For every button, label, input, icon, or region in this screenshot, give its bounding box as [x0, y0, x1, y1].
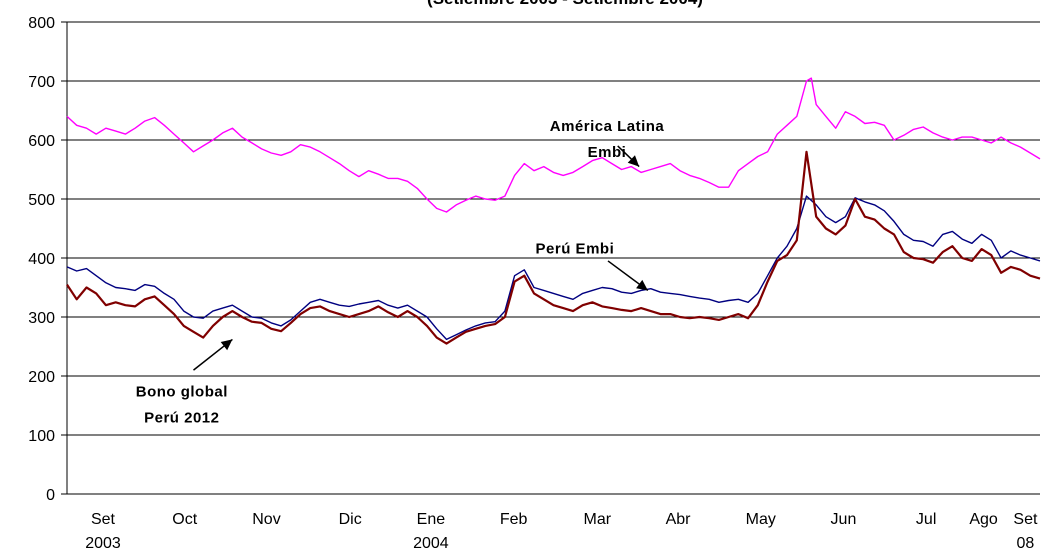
chart-title: (Setiembre 2003 - Setiembre 2004) [427, 0, 703, 8]
x-tick-sublabel-0: 2003 [85, 535, 121, 549]
series-line-0 [66, 77, 1041, 213]
annotation-label-0-0: América Latina [550, 118, 665, 135]
annotation-label-0-1: Embi [588, 144, 627, 161]
y-tick-label-5: 500 [28, 192, 55, 209]
x-tick-label-3: Dic [339, 511, 362, 528]
x-tick-sublabel-4: 2004 [413, 535, 449, 549]
y-tick-label-0: 0 [46, 487, 55, 504]
x-tick-label-9: Jun [831, 511, 857, 528]
series-line-1 [66, 195, 1041, 341]
annotation-arrowhead-2 [220, 339, 233, 351]
annotation-label-2-1: Perú 2012 [144, 410, 219, 427]
y-tick-label-4: 400 [28, 251, 55, 268]
x-tick-label-8: May [746, 511, 776, 528]
x-tick-label-6: Mar [584, 511, 612, 528]
annotation-label-1-0: Perú Embi [536, 240, 615, 257]
x-tick-label-5: Feb [500, 511, 528, 528]
x-tick-sublabel-12: 08 [1017, 535, 1035, 549]
x-tick-label-10: Jul [916, 511, 936, 528]
y-tick-label-7: 700 [28, 74, 55, 91]
x-tick-label-1: Oct [172, 511, 197, 528]
y-tick-label-1: 100 [28, 428, 55, 445]
y-tick-label-6: 600 [28, 133, 55, 150]
annotation-label-2-0: Bono global [136, 384, 228, 401]
series-lines [66, 77, 1041, 345]
x-tick-label-2: Nov [252, 511, 280, 528]
gridlines [67, 21, 1040, 436]
annotation-arrowhead-1 [636, 279, 648, 291]
x-tick-label-4: Ene [417, 511, 446, 528]
y-tick-label-8: 800 [28, 15, 55, 32]
series-line-2 [66, 150, 1041, 345]
x-tick-label-12: Set [1013, 511, 1038, 528]
annotations: América Latina Embi Perú Embi Bono global Pe… [136, 118, 665, 427]
x-tick-label-7: Abr [666, 511, 692, 528]
annotation-arrowhead-0 [627, 155, 640, 167]
axes [66, 22, 1040, 495]
x-axis-tick-labels: Set 2003 Oct Nov Dic Ene 2004 Feb Mar Abr May Jun Ju… [85, 511, 1038, 549]
y-axis-tick-labels: 0 100 200 300 400 500 600 700 800 [28, 15, 67, 504]
x-tick-label-0: Set [91, 511, 116, 528]
y-tick-label-3: 300 [28, 310, 55, 327]
x-tick-label-11: Ago [969, 511, 998, 528]
y-tick-label-2: 200 [28, 369, 55, 386]
